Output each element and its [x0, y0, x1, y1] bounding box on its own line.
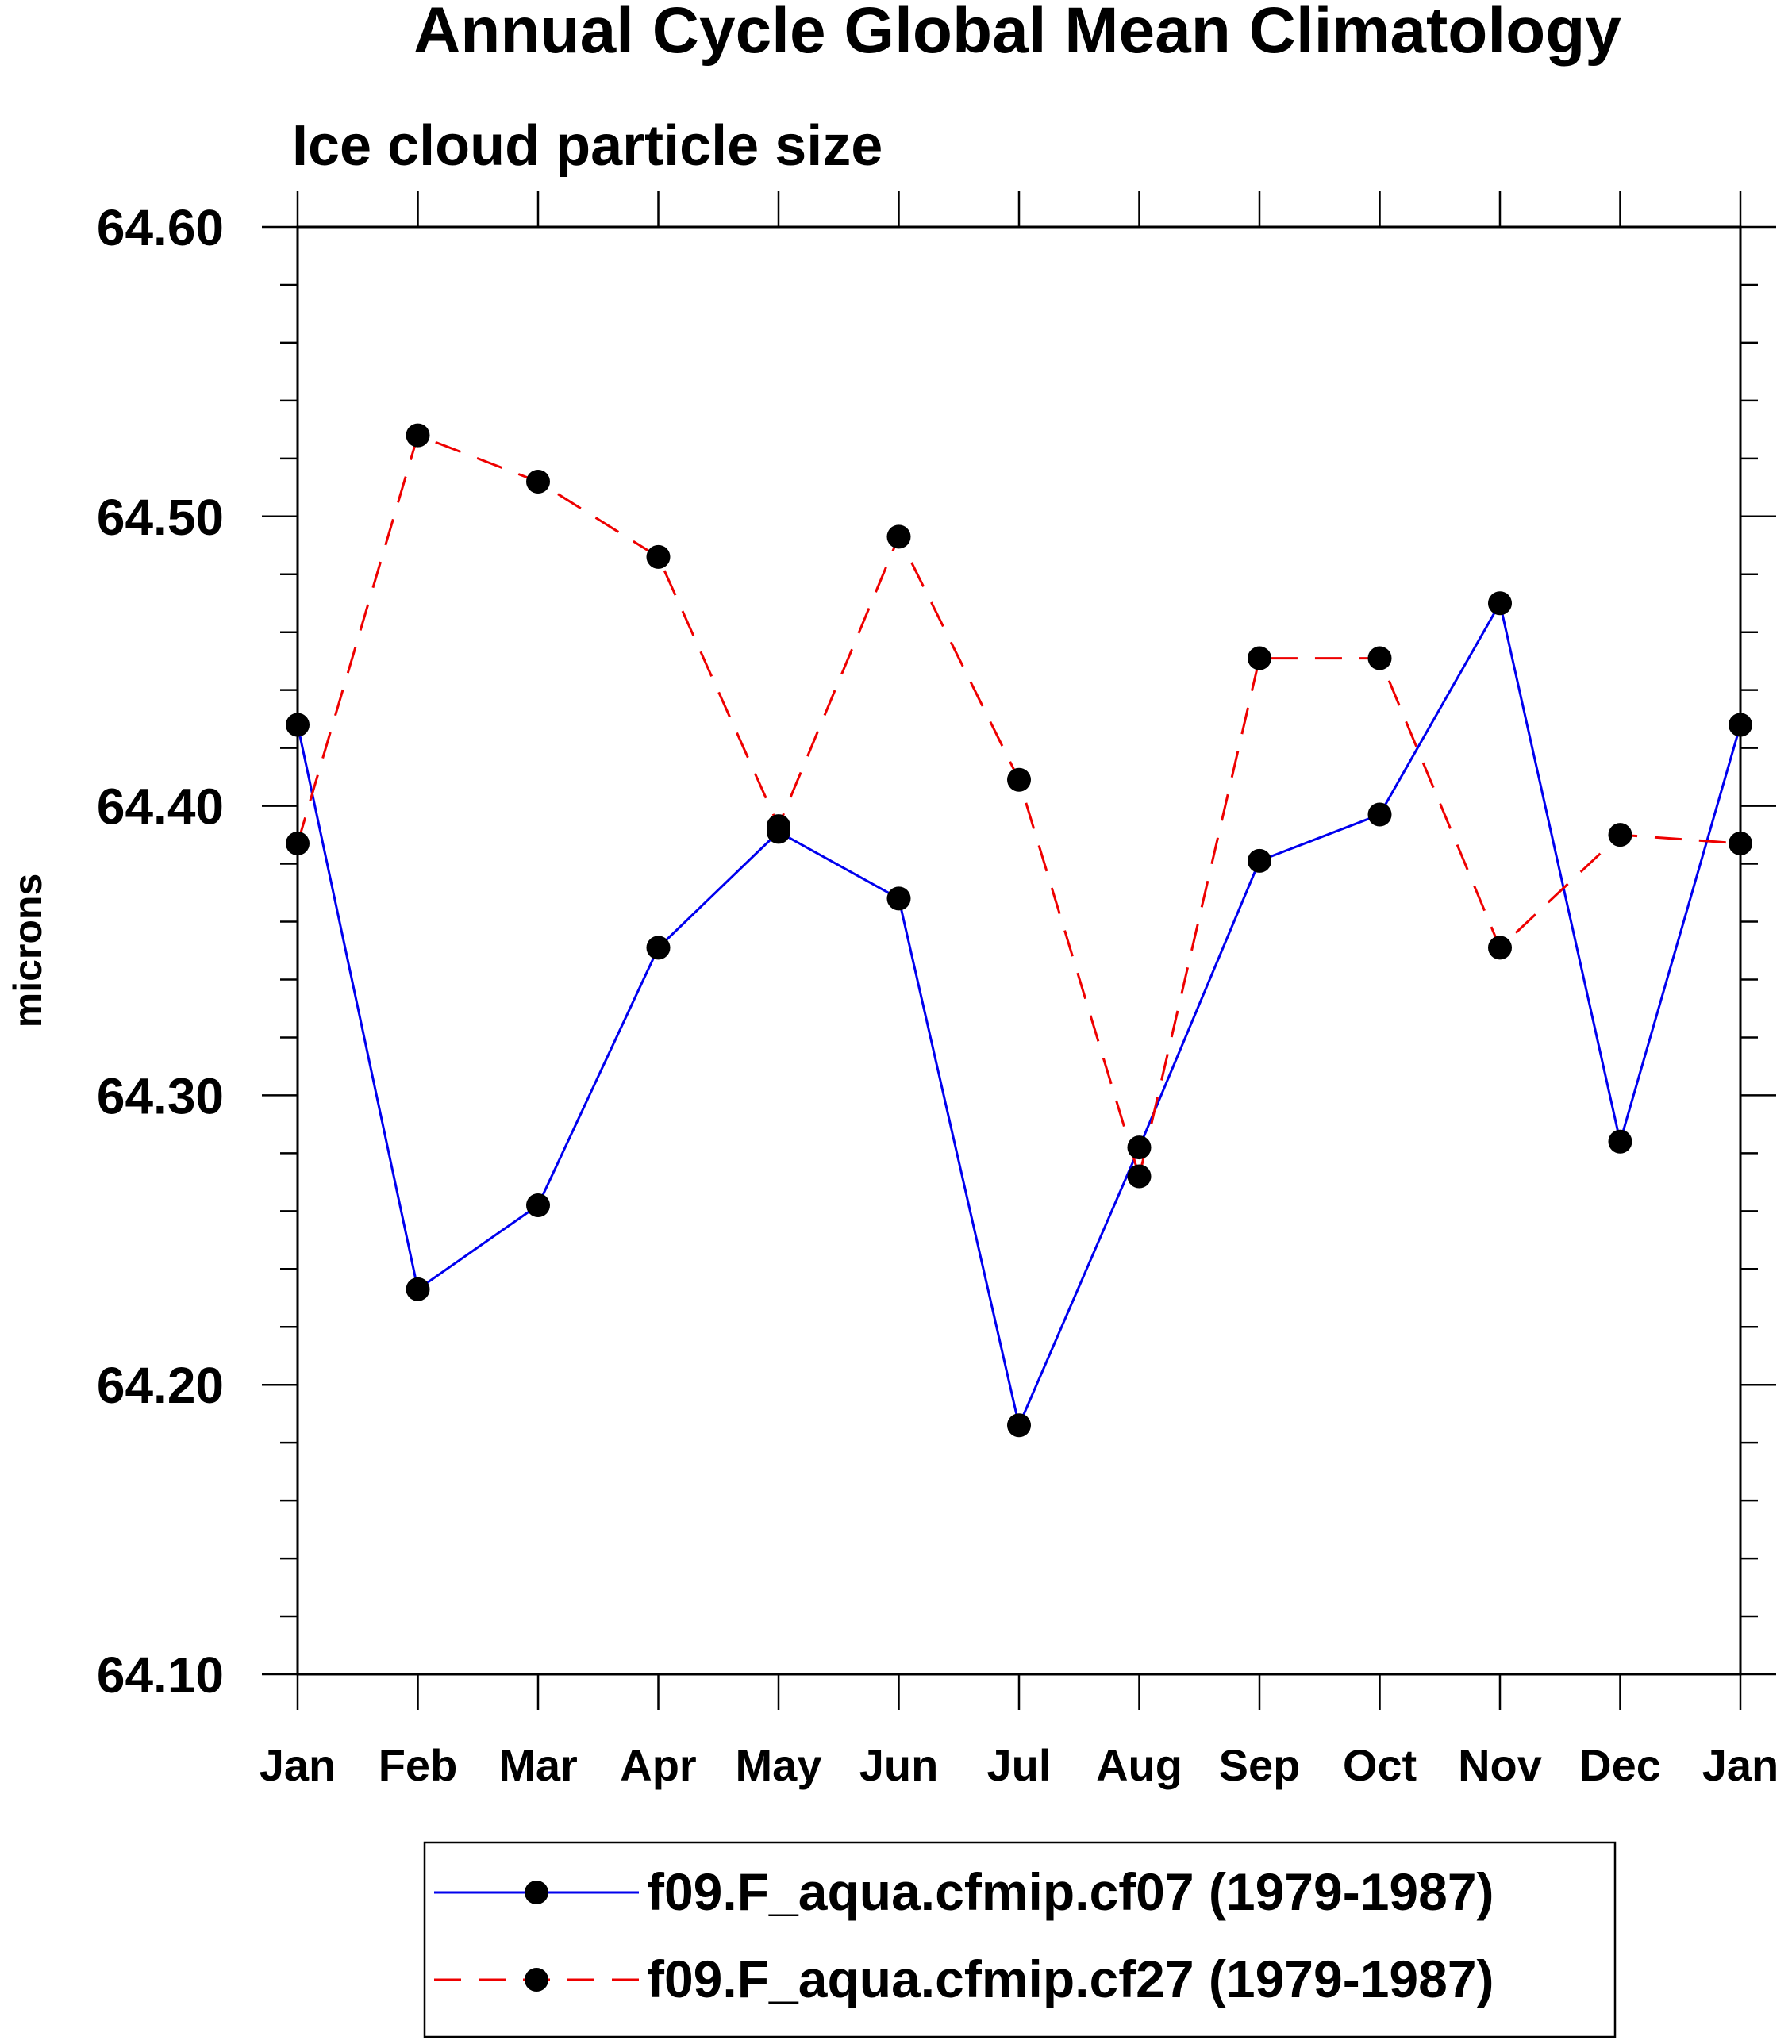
data-point-series-1 [767, 814, 790, 839]
x-tick-label: Feb [379, 1740, 458, 1790]
legend-box [423, 1841, 1617, 2038]
y-tick-label: 64.20 [97, 1357, 224, 1414]
data-point-series-0 [1608, 1129, 1632, 1154]
data-point-series-0 [886, 886, 911, 911]
data-point-series-1 [1488, 936, 1512, 960]
data-point-series-1 [1608, 823, 1632, 847]
data-point-series-0 [1248, 848, 1271, 873]
x-tick-label: Jul [987, 1740, 1052, 1790]
x-tick-label: Mar [498, 1740, 578, 1790]
data-point-series-1 [1248, 646, 1271, 670]
axes: 64.10 64.20 64.30 64.40 64.50 64.60 Jan Feb Mar A… [97, 191, 1779, 1790]
x-tick-label: Sep [1219, 1740, 1301, 1790]
data-point-series-1 [406, 423, 430, 448]
legend-label-cf27: f09.F_aqua.cfmip.cf27 (1979-1987) [647, 1950, 1494, 2008]
y-tick-label: 64.50 [97, 489, 224, 546]
data-point-series-0 [286, 713, 310, 737]
x-tick-label: Aug [1096, 1740, 1182, 1790]
y-tick-label: 64.30 [97, 1067, 224, 1124]
data-point-series-0 [1729, 713, 1752, 737]
x-tick-label: Jan [260, 1740, 336, 1790]
data-point-series-0 [1007, 1413, 1031, 1438]
data-point-series-0 [1367, 802, 1392, 827]
y-tick-label: 64.10 [97, 1646, 224, 1704]
series-layer [286, 423, 1752, 1438]
x-tick-label: Jan [1702, 1740, 1779, 1790]
data-point-series-1 [646, 544, 671, 569]
x-tick-label: Apr [620, 1740, 696, 1790]
x-tick-label: Oct [1343, 1740, 1417, 1790]
data-point-series-0 [1488, 591, 1512, 616]
data-point-series-0 [406, 1277, 430, 1301]
plot-frame [296, 225, 1742, 1676]
data-point-series-1 [1127, 1164, 1152, 1189]
legend-marker-cf07 [525, 1881, 548, 1904]
data-point-series-1 [1007, 767, 1031, 792]
legend-label-cf07: f09.F_aqua.cfmip.cf07 (1979-1987) [647, 1862, 1494, 1921]
y-tick-label: 64.40 [97, 778, 224, 836]
legend: f09.F_aqua.cfmip.cf07 (1979-1987) f09.F_… [423, 1841, 1617, 2038]
x-tick-label: May [736, 1740, 822, 1790]
y-axis-label: microns [6, 874, 50, 1028]
data-point-series-1 [1367, 646, 1392, 670]
data-point-series-1 [1729, 832, 1752, 856]
chart-title: Annual Cycle Global Mean Climatology [413, 0, 1621, 67]
legend-marker-cf27 [525, 1968, 548, 1992]
x-tick-label: Nov [1458, 1740, 1542, 1790]
y-tick-label: 64.60 [97, 199, 224, 256]
data-point-series-1 [886, 524, 911, 549]
x-tick-label: Dec [1579, 1740, 1661, 1790]
series-line-1 [296, 433, 1741, 1181]
data-point-series-0 [646, 936, 671, 960]
data-point-series-0 [526, 1193, 550, 1218]
data-point-series-0 [1127, 1135, 1152, 1160]
x-tick-label: Jun [859, 1740, 939, 1790]
series-line-0 [296, 600, 1742, 1430]
data-point-series-1 [526, 470, 550, 494]
data-point-series-1 [286, 832, 310, 856]
chart-subtitle: Ice cloud particle size [292, 114, 883, 178]
